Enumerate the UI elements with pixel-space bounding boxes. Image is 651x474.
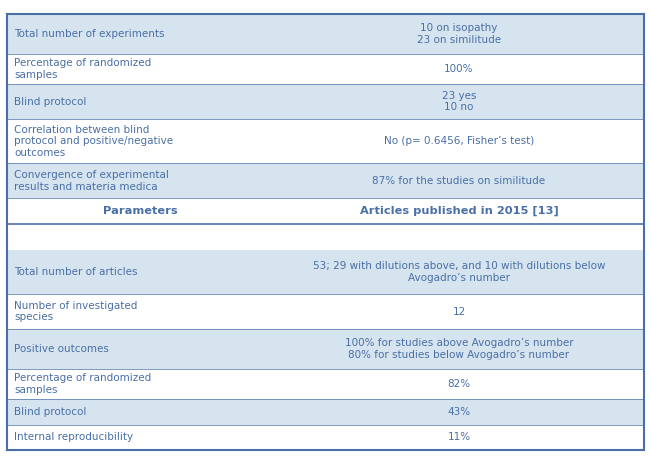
Text: 10 on isopathy
23 on similitude: 10 on isopathy 23 on similitude <box>417 23 501 45</box>
Text: Total number of experiments: Total number of experiments <box>14 29 165 39</box>
Text: 23 yes
10 no: 23 yes 10 no <box>442 91 476 112</box>
Text: 43%: 43% <box>447 407 471 417</box>
Text: Number of investigated
species: Number of investigated species <box>14 301 138 322</box>
Bar <box>7 164 644 199</box>
Bar <box>7 84 644 119</box>
Text: Total number of articles: Total number of articles <box>14 267 138 277</box>
Bar <box>7 425 644 450</box>
Text: 82%: 82% <box>447 379 471 389</box>
Text: 12: 12 <box>452 307 465 317</box>
Text: Parameters: Parameters <box>103 206 177 216</box>
Bar <box>7 329 644 369</box>
Text: 100%: 100% <box>444 64 474 74</box>
Text: Blind protocol: Blind protocol <box>14 407 87 417</box>
Bar <box>7 399 644 425</box>
Text: 100% for studies above Avogadro’s number
80% for studies below Avogadro’s number: 100% for studies above Avogadro’s number… <box>344 338 574 360</box>
Text: 53; 29 with dilutions above, and 10 with dilutions below
Avogadro’s number: 53; 29 with dilutions above, and 10 with… <box>312 261 605 283</box>
Text: 11%: 11% <box>447 432 471 442</box>
Text: Internal reproducibility: Internal reproducibility <box>14 432 133 442</box>
Text: Correlation between blind
protocol and positive/negative
outcomes: Correlation between blind protocol and p… <box>14 125 173 158</box>
Text: Articles published in 2015 [13]: Articles published in 2015 [13] <box>359 206 559 217</box>
Bar <box>7 294 644 329</box>
Bar <box>7 14 644 54</box>
Text: Blind protocol: Blind protocol <box>14 97 87 107</box>
Text: Positive outcomes: Positive outcomes <box>14 344 109 354</box>
Text: Convergence of experimental
results and materia medica: Convergence of experimental results and … <box>14 170 169 192</box>
Text: No (p= 0.6456, Fisher’s test): No (p= 0.6456, Fisher’s test) <box>384 137 534 146</box>
Bar <box>7 119 644 164</box>
Bar <box>7 369 644 399</box>
Bar <box>7 54 644 84</box>
Text: Percentage of randomized
samples: Percentage of randomized samples <box>14 373 152 395</box>
Text: Percentage of randomized
samples: Percentage of randomized samples <box>14 58 152 80</box>
Text: 87% for the studies on similitude: 87% for the studies on similitude <box>372 176 546 186</box>
Bar <box>7 250 644 294</box>
Bar <box>7 199 644 224</box>
